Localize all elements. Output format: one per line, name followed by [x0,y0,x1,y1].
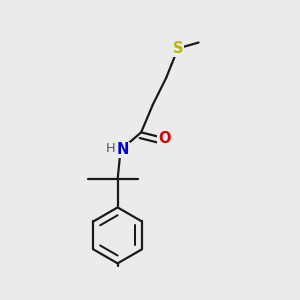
Text: N: N [117,142,129,158]
Text: H: H [105,142,115,155]
Text: O: O [158,131,171,146]
Text: S: S [173,41,183,56]
